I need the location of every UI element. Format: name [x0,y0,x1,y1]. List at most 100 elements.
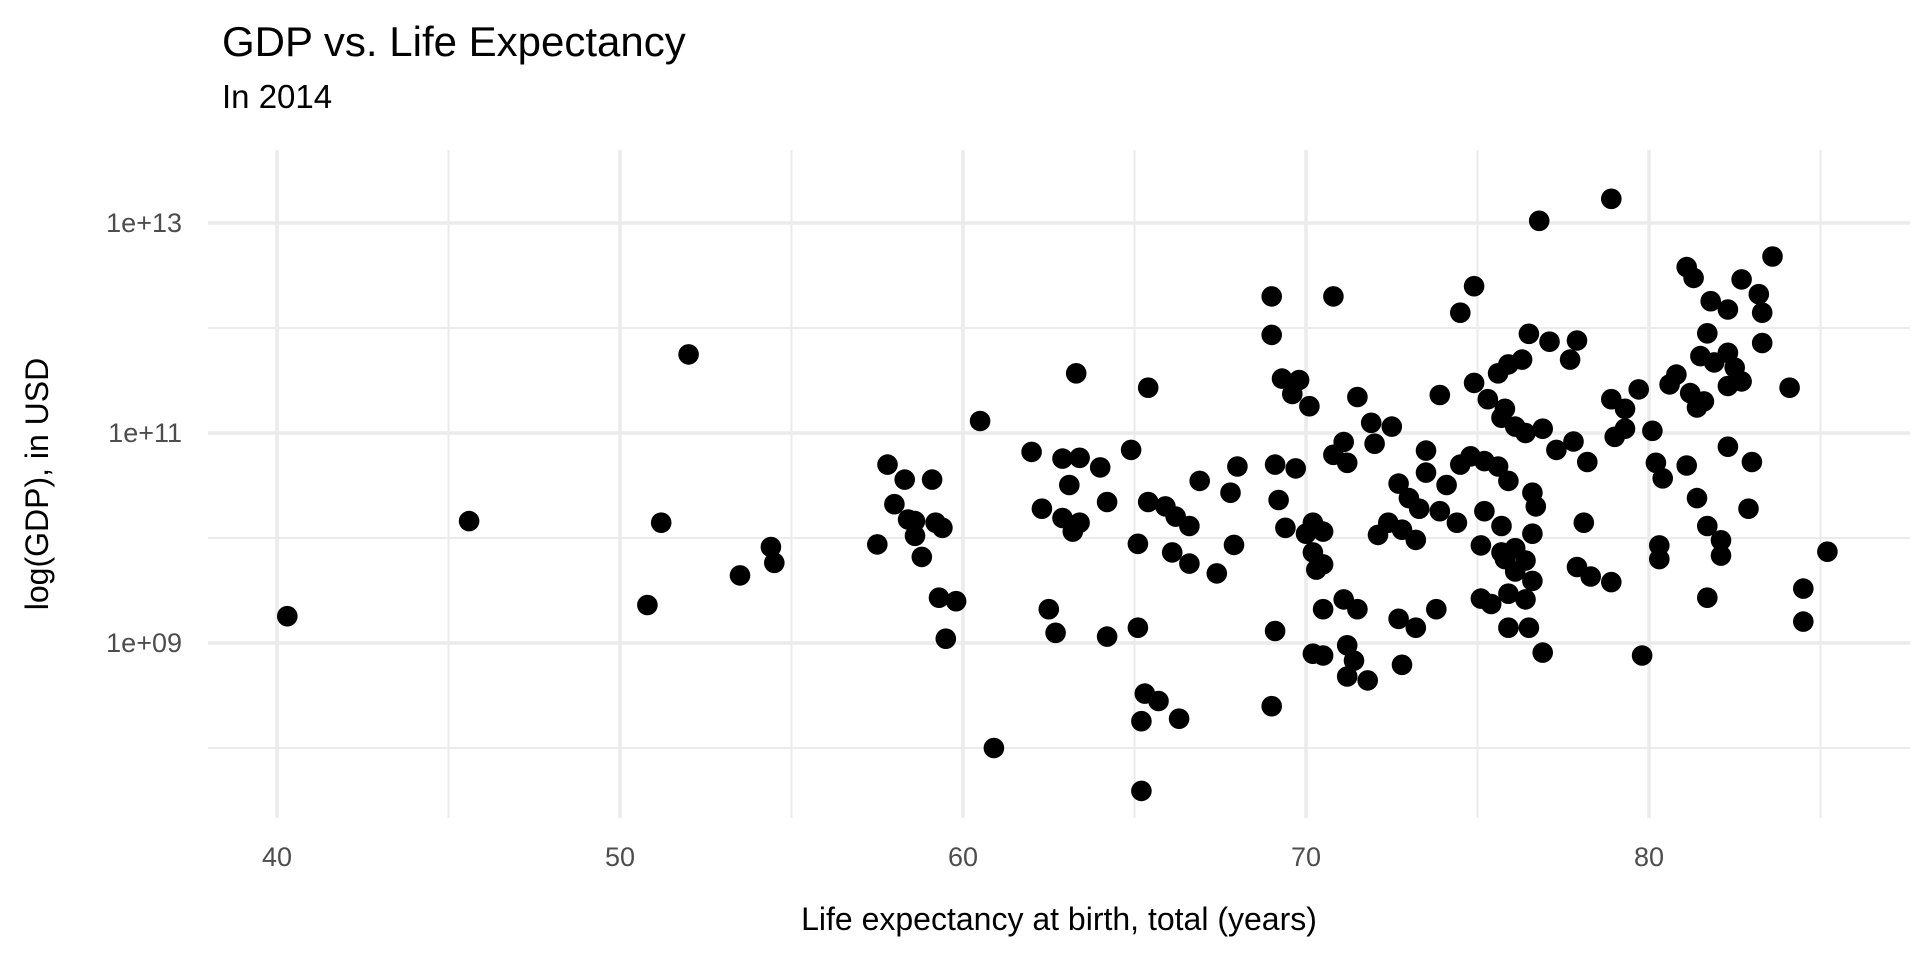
scatter-point [1069,447,1090,469]
scatter-point [1137,377,1159,399]
scatter-point [1717,299,1739,320]
y-axis-title: log(GDP), in USD [19,358,55,611]
scatter-point [1532,642,1553,663]
scatter-point [1751,302,1773,324]
scatter-point [1227,456,1248,477]
scatter-point [1525,496,1547,517]
scatter-point [932,517,953,539]
scatter-point [1649,548,1670,570]
scatter-point [1628,379,1649,400]
scatter-point [1642,420,1663,442]
scatter-point [1738,498,1759,519]
minor-gridlines [208,150,1910,818]
scatter-point [1511,349,1533,370]
scatter-point [1038,598,1060,620]
scatter-point [458,510,480,532]
scatter-point [1563,431,1584,452]
scatter-point [1522,570,1543,592]
scatter-point [1120,439,1142,461]
scatter-point [1700,290,1721,312]
scatter-point [1415,462,1437,483]
scatter-point [1264,454,1286,475]
scatter-point [921,469,943,490]
scatter-point [1498,583,1519,604]
scatter-point [1436,474,1457,496]
scatter-point [1021,441,1042,463]
scatter-point [1426,598,1447,620]
x-tick-label: 50 [605,842,635,872]
scatter-point [1717,436,1739,458]
x-tick-label: 60 [948,842,978,872]
scatter-point [729,565,751,586]
scatter-point [1148,690,1169,712]
x-axis-title: Life expectancy at birth, total (years) [801,901,1317,937]
scatter-point [1261,695,1282,717]
data-points [277,188,1838,802]
scatter-point [1347,598,1368,620]
axis-tick-labels: 1e+13 1e+11 1e+09 40 50 60 70 80 Life expectancy… [19,208,1664,937]
scatter-point [1405,529,1427,551]
scatter-point [1573,512,1595,533]
scatter-point [764,552,785,574]
scatter-point [1676,455,1697,476]
scatter-point [969,410,991,432]
scatter-point [1275,517,1296,539]
scatter-point [1580,566,1601,587]
chart-title: GDP vs. Life Expectancy [222,18,686,65]
scatter-point [983,737,1005,759]
scatter-point [637,594,658,616]
scatter-point [1577,451,1598,473]
scatter-point [1793,611,1814,632]
scatter-point [1683,267,1704,289]
scatter-point [1546,439,1567,461]
scatter-point [1693,391,1715,412]
scatter-point [1494,398,1516,420]
scatter-point [1312,645,1334,666]
scatter-point [1065,363,1087,384]
scatter-point [1474,500,1495,522]
scatter-point [678,344,699,365]
scatter-point [935,628,957,649]
scatter-point [1052,448,1073,469]
scatter-point [1518,617,1540,638]
scatter-point [1601,571,1622,593]
y-tick-label: 1e+13 [106,208,182,238]
scatter-point [650,512,672,533]
scatter-point [1515,422,1536,444]
scatter-point [1189,470,1210,492]
scatter-point [1168,708,1190,729]
scatter-point [1762,246,1783,267]
x-tick-label: 80 [1634,842,1664,872]
scatter-point [1487,456,1509,477]
scatter-point [1463,372,1485,394]
scatter-point [1498,617,1519,638]
scatter-point [1089,457,1111,478]
scatter-point [877,454,898,475]
scatter-point [1751,332,1773,354]
scatter-point [1793,578,1814,599]
scatter-point [1631,645,1653,666]
scatter-point [1528,210,1550,232]
scatter-point [1127,533,1149,555]
scatter-point [1566,330,1588,351]
scatter-point [1470,535,1492,556]
scatter-point [1686,487,1708,509]
scatter-point [1697,323,1718,344]
scatter-point [1285,458,1306,479]
scatter-point [1381,416,1403,437]
chart-subtitle: In 2014 [222,78,333,115]
scatter-point [1518,323,1540,345]
scatter-point [1343,650,1365,671]
scatter-point [945,590,967,612]
scatter-point [1522,523,1543,544]
scatter-point [1096,626,1118,647]
scatter-point [1127,617,1149,638]
scatter-point [928,587,950,608]
scatter-point [1539,331,1560,353]
scatter-point [1261,286,1282,307]
scatter-point [1429,500,1451,522]
scatter-point [1336,666,1358,687]
scatter-point [1059,474,1080,496]
